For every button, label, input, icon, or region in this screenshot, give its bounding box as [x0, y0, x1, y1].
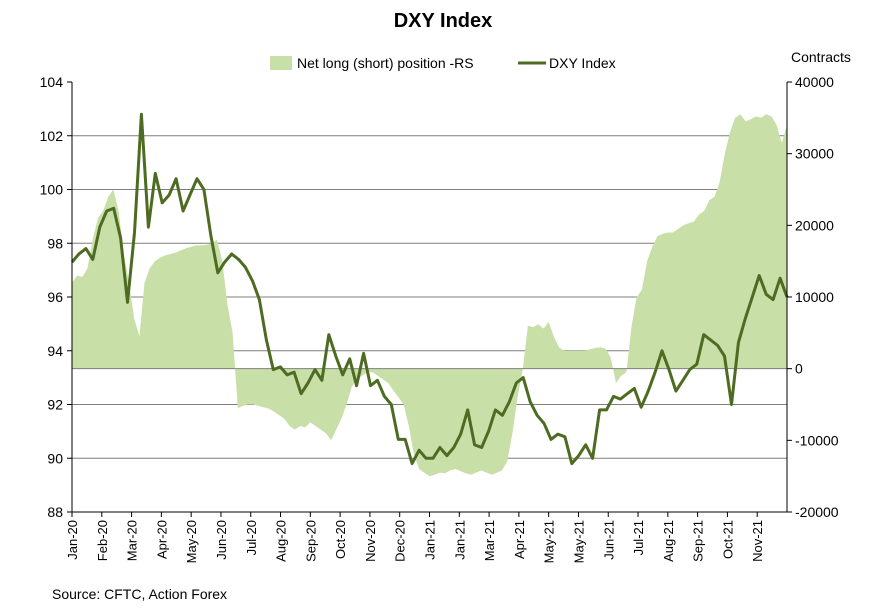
x-tick-label: Sep-21 — [691, 520, 706, 562]
left-tick-label: 94 — [47, 343, 63, 359]
x-tick-label: Jan-21 — [423, 520, 438, 560]
x-tick-label: Apr-20 — [154, 520, 169, 559]
x-tick-label: Jun-20 — [214, 520, 229, 560]
source-note: Source: CFTC, Action Forex — [52, 586, 227, 602]
legend-label-area: Net long (short) position -RS — [297, 55, 474, 71]
x-tick-label: Mar-20 — [125, 520, 140, 561]
x-tick-label: Oct-20 — [333, 520, 348, 559]
right-tick-label: 10000 — [795, 289, 834, 305]
right-tick-label: 0 — [795, 361, 803, 377]
left-tick-label: 104 — [40, 74, 64, 90]
left-tick-label: 90 — [47, 450, 63, 466]
right-tick-label: -10000 — [795, 432, 839, 448]
x-tick-label: Nov-20 — [363, 520, 378, 562]
x-tick-label: May-20 — [184, 520, 199, 563]
left-tick-label: 100 — [40, 182, 64, 198]
x-tick-label: Sep-20 — [303, 520, 318, 562]
x-tick-label: Feb-20 — [95, 520, 110, 561]
x-tick-label: Nov-21 — [750, 520, 765, 562]
x-tick-label: May-21 — [572, 520, 587, 563]
x-tick-label: Aug-21 — [661, 520, 676, 562]
right-tick-label: 20000 — [795, 217, 834, 233]
x-tick-label: Aug-20 — [274, 520, 289, 562]
right-axis-ticks: -20000 -10000 0 10000 20000 30000 40000 — [787, 74, 839, 520]
net-position-area — [72, 114, 787, 477]
left-tick-label: 102 — [40, 128, 64, 144]
x-tick-label: Jul-20 — [244, 520, 259, 555]
x-axis-ticks: Jan-20 Feb-20 Mar-20 Apr-20 May-20 Jun-20 Jul-… — [65, 512, 765, 563]
legend: Net long (short) position -RS DXY Index — [270, 55, 616, 71]
x-tick-label: Mar-21 — [482, 520, 497, 561]
right-axis-label: Contracts — [791, 49, 851, 65]
x-tick-label: Oct-21 — [720, 520, 735, 559]
left-axis-ticks: 88 90 92 94 96 98 100 102 104 — [40, 74, 72, 520]
left-tick-label: 96 — [47, 289, 63, 305]
net-position-area-layer — [72, 114, 787, 477]
left-tick-label: 92 — [47, 397, 63, 413]
x-tick-label: Jan-20 — [65, 520, 80, 560]
chart-title: DXY Index — [394, 10, 493, 32]
right-tick-label: 40000 — [795, 74, 834, 90]
legend-swatch-area — [270, 56, 292, 70]
x-tick-label: May-21 — [542, 520, 557, 563]
x-tick-label: Jul-21 — [631, 520, 646, 555]
left-tick-label: 98 — [47, 235, 63, 251]
left-tick-label: 88 — [47, 504, 63, 520]
x-tick-label: Jan-21 — [452, 520, 467, 560]
legend-label-line: DXY Index — [549, 55, 616, 71]
x-tick-label: Dec-20 — [393, 520, 408, 562]
x-tick-label: Jun-21 — [601, 520, 616, 560]
x-tick-label: Apr-21 — [512, 520, 527, 559]
dxy-line-layer — [70, 112, 789, 466]
right-tick-label: -20000 — [795, 504, 839, 520]
right-tick-label: 30000 — [795, 146, 834, 162]
dxy-index-line — [70, 112, 789, 466]
